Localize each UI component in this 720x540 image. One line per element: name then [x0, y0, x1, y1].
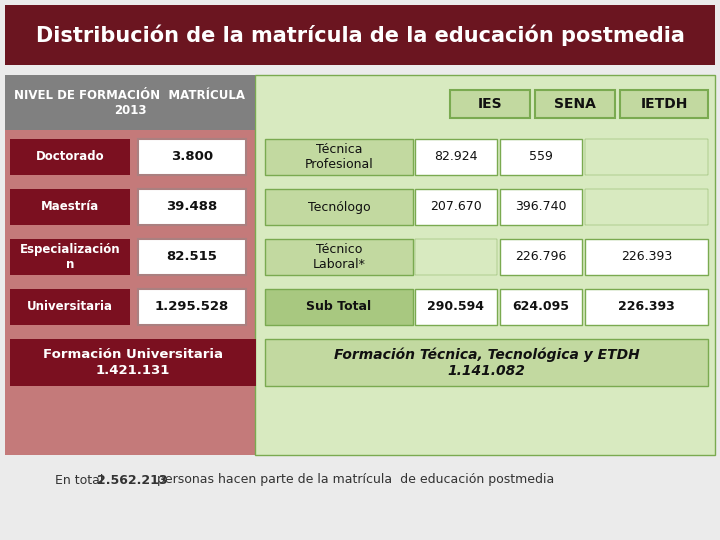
Text: Tecnólogo: Tecnólogo — [307, 200, 370, 213]
Text: 624.095: 624.095 — [513, 300, 570, 314]
Bar — [500, 239, 582, 275]
Bar — [5, 5, 715, 65]
Text: 226.393: 226.393 — [618, 300, 675, 314]
Bar — [535, 90, 615, 118]
Bar — [265, 189, 413, 225]
Text: 207.670: 207.670 — [430, 200, 482, 213]
Bar — [585, 189, 708, 225]
Text: 290.594: 290.594 — [428, 300, 485, 314]
Bar — [265, 139, 413, 175]
Text: Técnico
Laboral*: Técnico Laboral* — [312, 243, 366, 271]
Bar — [10, 189, 130, 225]
Bar — [620, 90, 708, 118]
Bar — [10, 289, 130, 325]
Text: 3.800: 3.800 — [171, 151, 213, 164]
Bar — [138, 189, 246, 225]
Text: Distribución de la matrícula de la educación postmedia: Distribución de la matrícula de la educa… — [35, 24, 685, 46]
Text: Técnica
Profesional: Técnica Profesional — [305, 143, 374, 171]
Text: NIVEL DE FORMACIÓN  MATRÍCULA
2013: NIVEL DE FORMACIÓN MATRÍCULA 2013 — [14, 89, 246, 117]
Bar — [265, 289, 413, 325]
Text: personas hacen parte de la matrícula  de educación postmedia: personas hacen parte de la matrícula de … — [153, 474, 554, 487]
Bar — [415, 289, 497, 325]
Text: 1.295.528: 1.295.528 — [155, 300, 229, 314]
Text: SENA: SENA — [554, 97, 596, 111]
Bar — [255, 75, 715, 455]
Bar — [500, 139, 582, 175]
Text: Sub Total: Sub Total — [307, 300, 372, 314]
Bar — [10, 239, 130, 275]
Bar — [138, 239, 246, 275]
Text: 2.562.213: 2.562.213 — [97, 474, 168, 487]
Text: Formación Universitaria
1.421.131: Formación Universitaria 1.421.131 — [43, 348, 223, 376]
Bar — [138, 139, 246, 175]
Text: Especialización
n: Especialización n — [19, 243, 120, 271]
Text: Formación Técnica, Tecnológica y ETDH
1.141.082: Formación Técnica, Tecnológica y ETDH 1.… — [333, 347, 639, 378]
Bar — [415, 189, 497, 225]
Bar — [5, 75, 255, 455]
Text: 82.924: 82.924 — [434, 151, 478, 164]
Text: Maestría: Maestría — [41, 200, 99, 213]
Bar — [10, 139, 130, 175]
Text: 226.393: 226.393 — [621, 251, 672, 264]
Bar — [265, 239, 413, 275]
Bar — [500, 289, 582, 325]
Bar — [10, 339, 256, 386]
Bar — [500, 189, 582, 225]
Text: En total: En total — [55, 474, 107, 487]
Text: 82.515: 82.515 — [166, 251, 217, 264]
Text: 396.740: 396.740 — [516, 200, 567, 213]
Text: IES: IES — [477, 97, 503, 111]
Bar — [138, 289, 246, 325]
Bar — [265, 339, 708, 386]
Text: Universitaria: Universitaria — [27, 300, 113, 314]
Bar — [450, 90, 530, 118]
Bar — [585, 139, 708, 175]
Text: IETDH: IETDH — [640, 97, 688, 111]
Bar — [415, 139, 497, 175]
Text: 39.488: 39.488 — [166, 200, 217, 213]
Bar — [415, 239, 497, 275]
Bar — [585, 289, 708, 325]
Bar — [5, 75, 255, 130]
Text: 226.796: 226.796 — [516, 251, 567, 264]
Text: Doctorado: Doctorado — [36, 151, 104, 164]
Text: 559: 559 — [529, 151, 553, 164]
Bar — [585, 239, 708, 275]
